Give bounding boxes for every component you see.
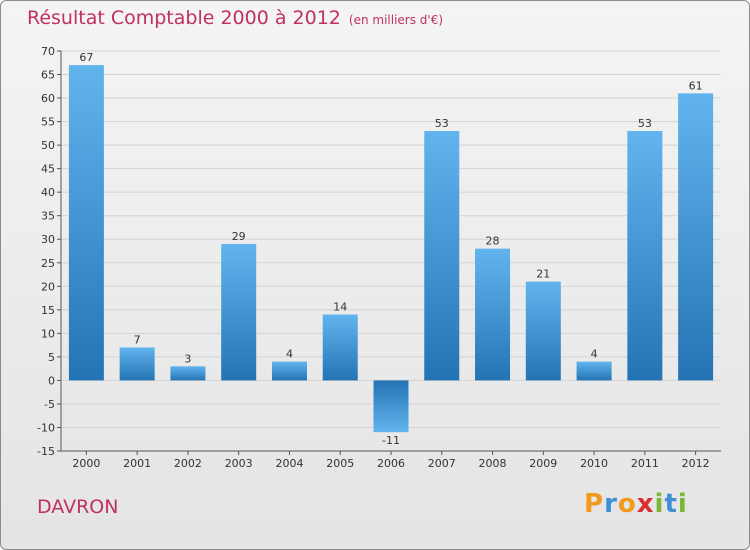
logo-letter: t <box>664 489 678 519</box>
y-tick-label: 50 <box>41 139 55 152</box>
y-tick-label: 30 <box>41 233 55 246</box>
data-label: 53 <box>435 117 449 130</box>
bar-2003 <box>221 243 257 381</box>
proxiti-logo: Proxiti <box>584 489 688 519</box>
x-axis: 2000 2001 2002 2003 2004 2005 2006 2007 2008 2009… <box>60 51 721 470</box>
y-tick-label: -5 <box>44 398 55 411</box>
x-tick-label: 2011 <box>631 457 659 470</box>
logo-letter: i <box>677 489 688 519</box>
x-tick-label: 2007 <box>428 457 456 470</box>
x-tick-label: 2010 <box>580 457 608 470</box>
x-tick-label: 2006 <box>377 457 405 470</box>
logo-letter: i <box>654 489 665 519</box>
data-label: 4 <box>286 348 293 361</box>
logo-letter: r <box>604 489 618 519</box>
y-tick-label: 40 <box>41 186 55 199</box>
y-tick-label: 0 <box>48 374 55 387</box>
chart-title: Résultat Comptable 2000 à 2012 (en millie… <box>27 7 443 29</box>
bar-2011 <box>627 131 663 381</box>
y-axis-ticks: -15 -10 -5 0 5 10 15 20 25 30 35 40 45 50 55 60 65 70 <box>37 45 61 458</box>
grid-lines <box>61 50 721 452</box>
x-tick-label: 2000 <box>72 457 100 470</box>
data-label: 61 <box>689 79 703 92</box>
x-tick-label: 2003 <box>225 457 253 470</box>
y-tick-label: 70 <box>41 45 55 58</box>
y-tick-label: -10 <box>37 421 55 434</box>
y-tick-label: 55 <box>41 116 55 129</box>
y-tick-label: -15 <box>37 445 55 458</box>
bar-2012 <box>678 93 714 381</box>
logo-letter: P <box>584 489 605 519</box>
x-tick-label: 2004 <box>275 457 303 470</box>
bar-2000 <box>68 65 104 381</box>
y-tick-label: 20 <box>41 280 55 293</box>
data-label: -11 <box>382 434 400 447</box>
bar-2005 <box>322 314 358 381</box>
y-tick-label: 10 <box>41 327 55 340</box>
y-tick-label: 35 <box>41 210 55 223</box>
bar-2004 <box>271 361 307 381</box>
chart-subtitle: (en milliers d'€) <box>348 13 444 27</box>
data-label: 28 <box>486 235 500 248</box>
y-tick-label: 25 <box>41 257 55 270</box>
y-tick-label: 65 <box>41 69 55 82</box>
data-label: 3 <box>184 352 191 365</box>
bars <box>68 65 714 433</box>
data-labels: 67 7 3 29 4 14 -11 53 28 21 4 53 61 <box>79 51 702 447</box>
x-tick-label: 2008 <box>479 457 507 470</box>
x-tick-label: 2002 <box>174 457 202 470</box>
bar-2010 <box>576 361 612 381</box>
y-tick-label: 45 <box>41 163 55 176</box>
bar-2008 <box>475 248 511 381</box>
x-tick-label: 2009 <box>529 457 557 470</box>
data-label: 7 <box>134 333 141 346</box>
x-tick-label: 2001 <box>123 457 151 470</box>
y-tick-label: 15 <box>41 304 55 317</box>
x-tick-label: 2005 <box>326 457 354 470</box>
logo-letter: x <box>636 489 655 519</box>
data-label: 53 <box>638 117 652 130</box>
bar-2009 <box>525 281 561 381</box>
data-label: 29 <box>232 230 246 243</box>
data-label: 67 <box>79 51 93 64</box>
bar-2001 <box>119 347 155 381</box>
chart-title-text: Résultat Comptable 2000 à 2012 <box>27 7 341 29</box>
city-name: DAVRON <box>37 496 119 518</box>
data-label: 14 <box>333 301 347 314</box>
logo-letter: o <box>617 489 637 519</box>
y-tick-label: 5 <box>48 351 55 364</box>
x-tick-label: 2012 <box>682 457 710 470</box>
data-label: 21 <box>536 268 550 281</box>
bar-2002 <box>170 366 206 381</box>
data-label: 4 <box>591 348 598 361</box>
y-tick-label: 60 <box>41 92 55 105</box>
bar-2007 <box>424 131 460 381</box>
bar-2006 <box>373 380 409 433</box>
